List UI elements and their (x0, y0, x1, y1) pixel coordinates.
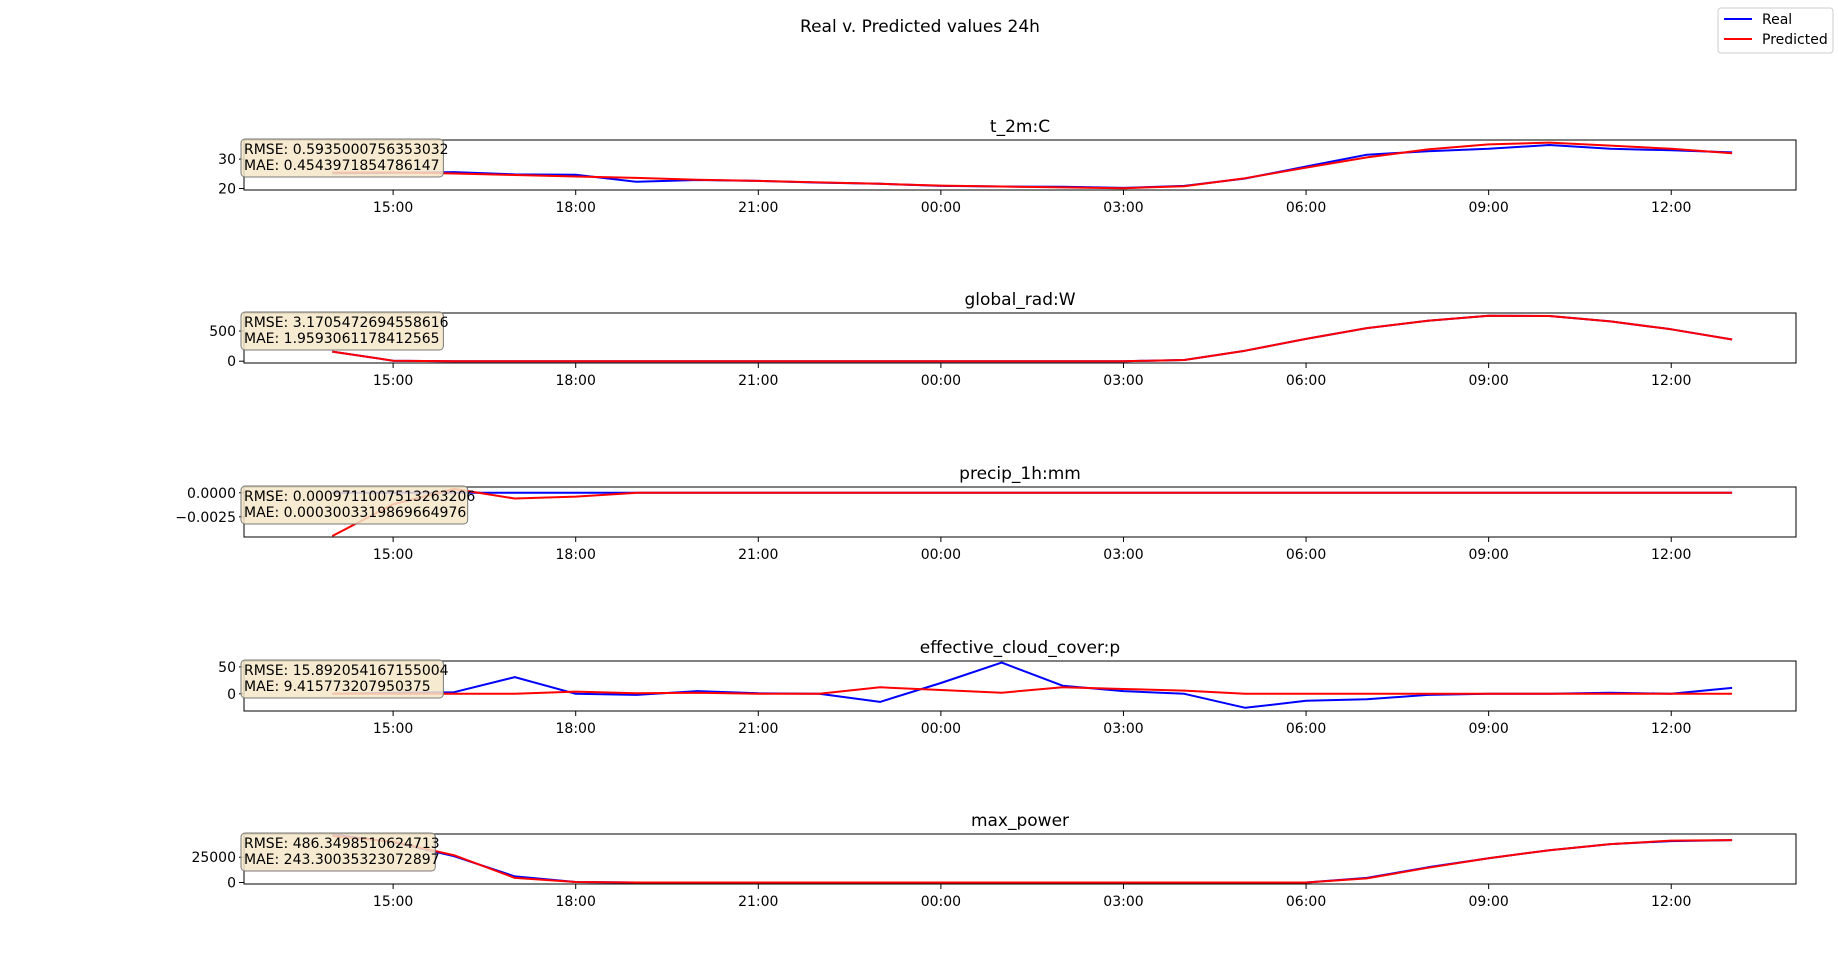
x-tick-label: 03:00 (1103, 547, 1143, 563)
series-line-real (332, 834, 1733, 884)
legend-predicted-label: Predicted (1762, 32, 1828, 48)
series-line-predicted (332, 835, 1733, 884)
y-tick-label: 30 (218, 152, 236, 168)
x-tick-label: 00:00 (921, 894, 961, 910)
subplot-2: precip_1h:mm 15:00 18:00 21:00 00:00 03:00 06:… (175, 464, 1797, 563)
x-tick-label: 12:00 (1651, 547, 1691, 563)
mae-label: MAE: 9.415773207950375 (244, 679, 431, 695)
rmse-label: RMSE: 15.892054167155004 (244, 663, 449, 679)
x-tick-label: 03:00 (1103, 200, 1143, 216)
series-line-predicted (332, 314, 1733, 363)
x-tick-label: 15:00 (373, 200, 413, 216)
x-tick-label: 15:00 (373, 721, 413, 737)
x-tick-label: 15:00 (373, 894, 413, 910)
x-tick-label: 21:00 (738, 200, 778, 216)
x-tick-label: 15:00 (373, 547, 413, 563)
x-tick-label: 03:00 (1103, 373, 1143, 389)
series-line-predicted (332, 686, 1733, 695)
series-line-real (332, 144, 1733, 189)
subplot-4: max_power 15:00 18:00 21:00 00:00 03:00 06:00 0… (191, 811, 1797, 910)
subplot-title: t_2m:C (990, 117, 1050, 137)
x-tick-label: 12:00 (1651, 721, 1691, 737)
x-tick-label: 18:00 (556, 547, 596, 563)
x-tick-label: 03:00 (1103, 894, 1143, 910)
rmse-label: RMSE: 3.1705472694558616 (244, 315, 449, 331)
legend-real-label: Real (1762, 12, 1792, 28)
y-tick-label: 0 (227, 354, 236, 370)
y-tick-label: −0.0025 (175, 510, 236, 526)
x-tick-label: 12:00 (1651, 373, 1691, 389)
subplot-1: global_rad:W 15:00 18:00 21:00 00:00 03:00 06:… (209, 290, 1797, 389)
x-tick-label: 21:00 (738, 547, 778, 563)
y-tick-label: 50 (218, 660, 236, 676)
x-tick-label: 15:00 (373, 373, 413, 389)
x-tick-label: 21:00 (738, 373, 778, 389)
rmse-label: RMSE: 0.5935000756353032 (244, 142, 449, 158)
subplot-title: max_power (971, 811, 1069, 831)
axes-frame (243, 486, 1797, 538)
x-tick-label: 06:00 (1286, 200, 1326, 216)
series-line-predicted (332, 141, 1733, 190)
x-tick-label: 12:00 (1651, 894, 1691, 910)
mae-label: MAE: 0.4543971854786147 (244, 158, 440, 174)
x-tick-label: 09:00 (1468, 721, 1508, 737)
mae-label: MAE: 0.0003003319869664976 (244, 505, 466, 521)
axes-frame (243, 833, 1797, 885)
y-tick-label: 0.0000 (187, 486, 236, 502)
x-tick-label: 00:00 (921, 721, 961, 737)
mae-label: MAE: 1.9593061178412565 (244, 331, 440, 347)
subplot-0: t_2m:C 15:00 18:00 21:00 00:00 03:00 06:00 09:0… (218, 117, 1797, 216)
x-tick-label: 09:00 (1468, 547, 1508, 563)
x-tick-label: 00:00 (921, 200, 961, 216)
x-tick-label: 00:00 (921, 547, 961, 563)
x-tick-label: 09:00 (1468, 373, 1508, 389)
x-tick-label: 06:00 (1286, 373, 1326, 389)
x-tick-label: 18:00 (556, 894, 596, 910)
y-tick-label: 0 (227, 875, 236, 891)
x-tick-label: 03:00 (1103, 721, 1143, 737)
stats-box (240, 138, 444, 178)
y-tick-label: 25000 (191, 850, 236, 866)
x-tick-label: 18:00 (556, 721, 596, 737)
x-tick-label: 21:00 (738, 721, 778, 737)
subplot-title: precip_1h:mm (959, 464, 1081, 484)
subplot-3: effective_cloud_cover:p15:00 18:00 21:00 00… (218, 638, 1797, 737)
stats-box (240, 485, 469, 525)
axes-frame (243, 139, 1797, 191)
figure-title: Real v. Predicted values 24h (800, 17, 1040, 37)
series-line-real (332, 661, 1733, 709)
x-tick-label: 09:00 (1468, 200, 1508, 216)
subplot-title: global_rad:W (964, 290, 1075, 310)
subplots: t_2m:C 15:00 18:00 21:00 00:00 03:00 06:00 09:0… (175, 117, 1797, 910)
rmse-label: RMSE: 486.3498510624713 (244, 836, 440, 852)
stats-box (240, 659, 444, 699)
mae-label: MAE: 243.30035323072897 (244, 852, 440, 868)
stats-box (240, 311, 444, 351)
rmse-label: RMSE: 0.0009711007513263206 (244, 489, 475, 505)
x-tick-label: 06:00 (1286, 547, 1326, 563)
series-line-predicted (331, 487, 1733, 537)
x-tick-label: 18:00 (556, 373, 596, 389)
stats-box (240, 832, 436, 872)
x-tick-label: 09:00 (1468, 894, 1508, 910)
x-tick-label: 06:00 (1286, 894, 1326, 910)
legend: Real Predicted (1717, 7, 1834, 54)
x-tick-label: 21:00 (738, 894, 778, 910)
y-tick-label: 0 (227, 687, 236, 703)
y-tick-label: 500 (209, 324, 236, 340)
x-tick-label: 18:00 (556, 200, 596, 216)
x-tick-label: 06:00 (1286, 721, 1326, 737)
series-line-real (332, 314, 1733, 363)
y-tick-label: 20 (218, 182, 236, 198)
axes-frame (243, 312, 1797, 364)
subplot-title: effective_cloud_cover:p (920, 638, 1120, 658)
x-tick-label: 00:00 (921, 373, 961, 389)
x-tick-label: 12:00 (1651, 200, 1691, 216)
